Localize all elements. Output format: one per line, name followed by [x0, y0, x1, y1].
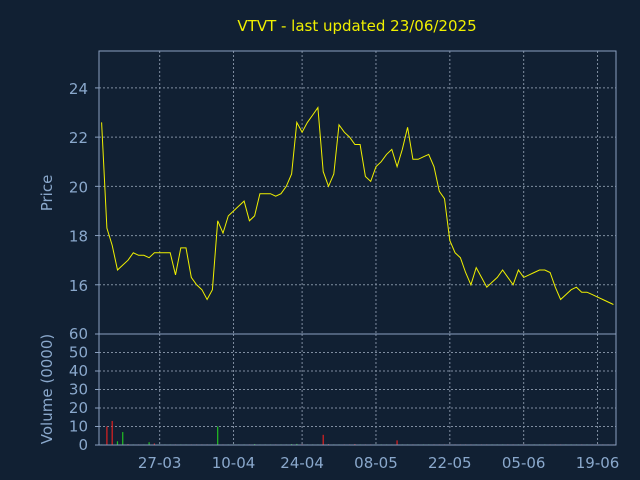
- volume-tick-label: 20: [69, 399, 88, 417]
- price-frame: [98, 50, 617, 335]
- volume-bars: [101, 420, 614, 445]
- x-tick-label: 05-06: [502, 454, 546, 472]
- volume-tick-label: 30: [69, 381, 88, 399]
- x-tick-label: 22-05: [428, 454, 472, 472]
- x-tick-label: 08-05: [354, 454, 398, 472]
- x-tick-label: 10-04: [212, 454, 256, 472]
- price-tick-label: 16: [69, 277, 88, 295]
- price-grid: [99, 51, 616, 334]
- x-tick-label: 27-03: [138, 454, 182, 472]
- price-tick-label: 18: [69, 228, 88, 246]
- volume-tick-label: 0: [78, 436, 88, 454]
- price-y-axis-label: Price: [38, 175, 56, 212]
- price-series-line: [101, 106, 614, 305]
- price-panel: 16 18 20 22 24 Price: [38, 50, 617, 335]
- x-tick-label: 24-04: [280, 454, 324, 472]
- chart-title: VTVT - last updated 23/06/2025: [237, 17, 476, 35]
- volume-tick-label: 10: [69, 418, 88, 436]
- price-tick-label: 20: [69, 178, 88, 196]
- price-y-axis: 16 18 20 22 24: [69, 80, 99, 295]
- volume-grid: [99, 333, 616, 445]
- volume-tick-label: 40: [69, 362, 88, 380]
- x-axis: 27-03 10-04 24-04 08-05 22-05 05-06 19-06: [138, 454, 619, 472]
- volume-tick-label: 60: [69, 325, 88, 343]
- x-tick-label: 19-06: [576, 454, 620, 472]
- volume-y-axis-label: Volume (0000): [38, 334, 56, 444]
- price-tick-label: 24: [69, 80, 88, 98]
- volume-tick-label: 50: [69, 344, 88, 362]
- price-tick-label: 22: [69, 129, 88, 147]
